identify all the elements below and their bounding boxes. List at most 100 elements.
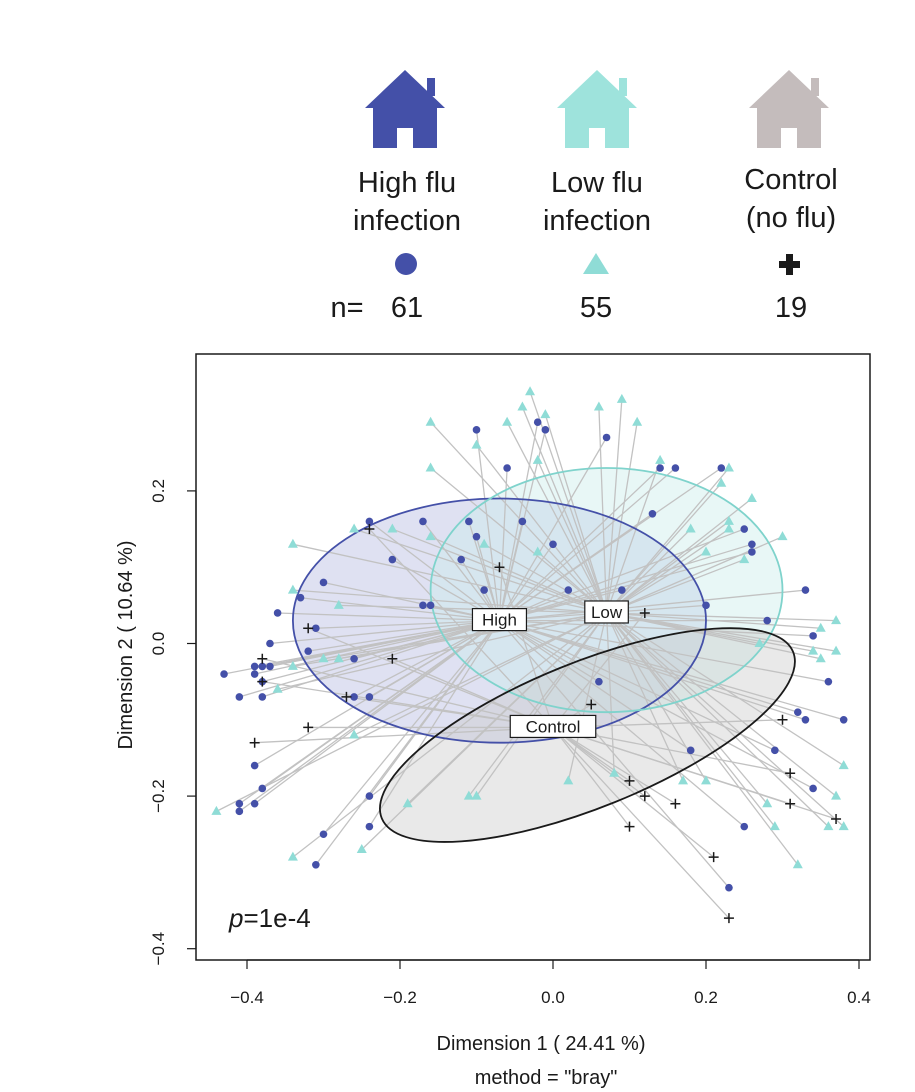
high-point — [365, 792, 374, 800]
high-point — [388, 555, 397, 564]
low-spider-line — [606, 612, 776, 828]
low-spider-line — [353, 528, 607, 614]
high-point — [656, 464, 664, 472]
high-point — [457, 555, 466, 564]
x-tick-label: −0.2 — [383, 988, 417, 1007]
low-spider-line — [506, 421, 608, 614]
control-point — [670, 798, 681, 809]
low-point — [754, 638, 765, 647]
high-point — [419, 517, 427, 526]
control-spider-line — [254, 726, 554, 744]
control-point — [586, 699, 597, 710]
low-point — [723, 515, 734, 525]
high-point — [824, 677, 833, 686]
low-spider-line — [606, 612, 799, 866]
legend: High flu infection Low flu infection Contr… — [330, 70, 838, 324]
high-point — [671, 464, 680, 472]
control-point — [303, 623, 314, 634]
high-point — [518, 517, 527, 526]
high-spider-line — [499, 589, 806, 622]
high-spider-line — [239, 619, 500, 698]
n-label: n= — [330, 292, 363, 324]
high-n-count: 61 — [391, 292, 423, 324]
low-spider-line — [430, 467, 607, 614]
high-spider-line — [353, 620, 500, 698]
high-point — [801, 586, 810, 594]
low-spider-line — [430, 536, 607, 614]
low-spider-line — [606, 612, 837, 797]
low-point — [746, 493, 757, 503]
high-point — [465, 517, 473, 526]
high-point — [250, 662, 259, 671]
low-point — [287, 538, 298, 548]
low-spider-line — [606, 528, 730, 614]
low-spider-line — [606, 612, 845, 828]
high-point — [740, 822, 749, 831]
low-spider-line — [606, 520, 730, 614]
high-group-label: High flu infection — [353, 167, 461, 237]
low-point — [723, 462, 734, 472]
high-point — [595, 677, 603, 686]
high-point — [503, 464, 511, 472]
high-point — [686, 746, 695, 755]
high-point — [472, 426, 481, 434]
high-spider-line — [238, 620, 500, 805]
control-point — [831, 813, 842, 824]
control-point — [777, 714, 788, 725]
high-point — [350, 654, 358, 663]
low-spider-line — [353, 612, 607, 736]
low-point — [563, 775, 574, 785]
high-point — [771, 746, 779, 755]
low-point — [823, 821, 834, 831]
high-point — [235, 799, 244, 808]
low-point — [287, 660, 298, 670]
low-point — [349, 523, 360, 533]
low-point — [769, 821, 780, 831]
high-spider-line — [315, 619, 500, 629]
high-point — [419, 601, 427, 610]
low-point — [272, 683, 283, 693]
high-point — [250, 670, 259, 678]
high-spider-line — [499, 619, 814, 637]
low-spider-line — [475, 612, 608, 797]
x-axis-title: Dimension 1 ( 24.41 %) — [437, 1033, 646, 1055]
high-point — [258, 693, 267, 701]
high-point — [235, 693, 244, 701]
high-point — [472, 532, 481, 541]
high-spider-line — [499, 513, 653, 622]
control-spider-line — [552, 726, 715, 858]
control-spider-line — [552, 726, 730, 919]
high-spider-line — [277, 612, 500, 622]
low-spider-line — [277, 612, 607, 690]
low-point — [616, 393, 627, 403]
low-spider-line — [605, 399, 623, 614]
low-point — [815, 622, 826, 632]
x-tick-label: 0.0 — [541, 988, 565, 1007]
low-point — [632, 416, 643, 426]
high-spider-line — [308, 619, 500, 652]
high-centroid-box — [471, 608, 528, 632]
low-point — [333, 599, 344, 609]
high-point — [365, 517, 374, 526]
low-spider-line — [598, 406, 608, 614]
high-point — [319, 830, 328, 839]
high-point — [618, 586, 626, 594]
low-point — [739, 554, 750, 564]
low-point — [471, 439, 482, 449]
low-spider-line — [605, 612, 684, 782]
low-spider-line — [606, 467, 730, 614]
low-point — [609, 767, 620, 777]
high-spider-line — [254, 620, 500, 767]
high-point — [801, 716, 810, 724]
high-point — [235, 807, 244, 816]
control-spider-line — [498, 566, 554, 728]
high-spider-line — [254, 619, 500, 675]
low-point — [425, 531, 436, 541]
control-point — [364, 524, 375, 535]
low-n-count: 55 — [580, 292, 612, 324]
control-point — [249, 737, 260, 748]
high-point — [725, 883, 733, 892]
high-point — [258, 784, 267, 793]
high-symbol-icon — [395, 253, 417, 275]
low-symbol-icon — [583, 253, 609, 274]
